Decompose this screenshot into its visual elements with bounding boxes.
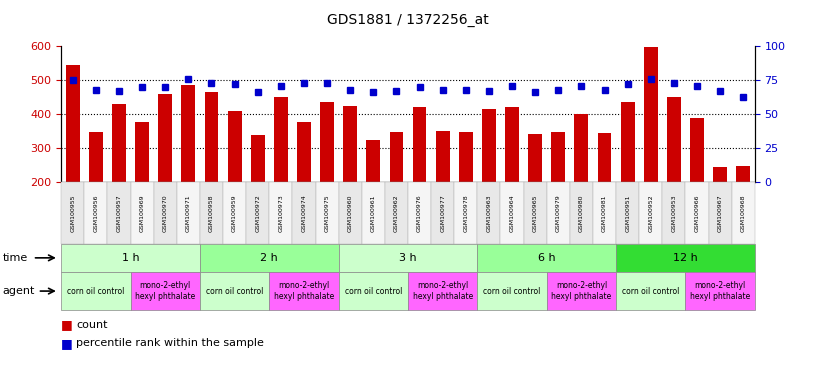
Bar	[158, 94, 172, 250]
Text: GSM100952: GSM100952	[648, 194, 654, 232]
Bar	[736, 166, 750, 250]
Text: corn oil control: corn oil control	[67, 286, 125, 296]
Bar	[205, 92, 219, 250]
Bar	[505, 108, 519, 250]
Text: 12 h: 12 h	[673, 253, 698, 263]
Text: count: count	[76, 320, 108, 330]
Text: GSM100977: GSM100977	[440, 194, 446, 232]
Text: GSM100957: GSM100957	[117, 194, 122, 232]
Text: corn oil control: corn oil control	[206, 286, 264, 296]
Text: GSM100959: GSM100959	[232, 194, 237, 232]
Text: GSM100969: GSM100969	[140, 194, 144, 232]
Bar	[482, 109, 496, 250]
Bar	[320, 102, 334, 250]
Bar	[366, 141, 380, 250]
Bar	[597, 133, 611, 250]
Text: mono-2-ethyl
hexyl phthalate: mono-2-ethyl hexyl phthalate	[274, 281, 334, 301]
Bar	[389, 132, 403, 250]
Text: ■: ■	[61, 337, 73, 350]
Text: mono-2-ethyl
hexyl phthalate: mono-2-ethyl hexyl phthalate	[552, 281, 611, 301]
Text: GSM100956: GSM100956	[93, 194, 99, 232]
Text: GSM100974: GSM100974	[301, 194, 307, 232]
Text: mono-2-ethyl
hexyl phthalate: mono-2-ethyl hexyl phthalate	[690, 281, 750, 301]
Text: time: time	[2, 253, 28, 263]
Text: GSM100958: GSM100958	[209, 194, 214, 232]
Text: GSM100970: GSM100970	[162, 194, 168, 232]
Text: GSM100962: GSM100962	[394, 194, 399, 232]
Text: GSM100980: GSM100980	[579, 194, 584, 232]
Text: GSM100963: GSM100963	[486, 194, 491, 232]
Text: 2 h: 2 h	[260, 253, 278, 263]
Text: GSM100976: GSM100976	[417, 194, 422, 232]
Text: ■: ■	[61, 318, 73, 331]
Text: 6 h: 6 h	[538, 253, 556, 263]
Text: mono-2-ethyl
hexyl phthalate: mono-2-ethyl hexyl phthalate	[135, 281, 195, 301]
Text: GSM100979: GSM100979	[556, 194, 561, 232]
Bar	[274, 96, 288, 250]
Text: corn oil control: corn oil control	[483, 286, 541, 296]
Text: corn oil control: corn oil control	[622, 286, 680, 296]
Text: GSM100978: GSM100978	[463, 194, 468, 232]
Bar	[436, 131, 450, 250]
Bar	[181, 84, 195, 250]
Bar	[413, 108, 427, 250]
Bar	[135, 122, 149, 250]
Text: GSM100960: GSM100960	[348, 194, 353, 232]
Text: GSM100964: GSM100964	[509, 194, 515, 232]
Text: GDS1881 / 1372256_at: GDS1881 / 1372256_at	[327, 13, 489, 27]
Bar	[667, 97, 681, 250]
Bar	[621, 102, 635, 250]
Text: GSM100972: GSM100972	[255, 194, 260, 232]
Text: GSM100966: GSM100966	[694, 194, 699, 232]
Bar	[644, 47, 658, 250]
Text: GSM100965: GSM100965	[533, 194, 538, 232]
Bar	[66, 65, 80, 250]
Text: GSM100975: GSM100975	[325, 194, 330, 232]
Text: GSM100951: GSM100951	[625, 194, 630, 232]
Bar	[89, 132, 103, 250]
Bar	[690, 118, 704, 250]
Text: GSM100971: GSM100971	[186, 194, 191, 232]
Bar	[528, 134, 542, 250]
Text: GSM100973: GSM100973	[278, 194, 283, 232]
Text: 3 h: 3 h	[399, 253, 417, 263]
Text: GSM100961: GSM100961	[370, 194, 376, 232]
Bar	[459, 132, 472, 250]
Bar	[344, 106, 357, 250]
Text: GSM100953: GSM100953	[672, 194, 676, 232]
Bar	[713, 167, 727, 250]
Text: agent: agent	[2, 286, 35, 296]
Text: GSM100967: GSM100967	[717, 194, 723, 232]
Text: GSM100955: GSM100955	[70, 194, 75, 232]
Bar	[251, 135, 264, 250]
Bar	[297, 122, 311, 250]
Bar	[112, 104, 126, 250]
Bar	[574, 114, 588, 250]
Text: corn oil control: corn oil control	[344, 286, 402, 296]
Text: GSM100968: GSM100968	[741, 194, 746, 232]
Text: mono-2-ethyl
hexyl phthalate: mono-2-ethyl hexyl phthalate	[413, 281, 472, 301]
Bar	[552, 132, 565, 250]
Text: GSM100981: GSM100981	[602, 194, 607, 232]
Text: percentile rank within the sample: percentile rank within the sample	[76, 338, 264, 348]
Text: 1 h: 1 h	[122, 253, 140, 263]
Bar	[228, 111, 242, 250]
